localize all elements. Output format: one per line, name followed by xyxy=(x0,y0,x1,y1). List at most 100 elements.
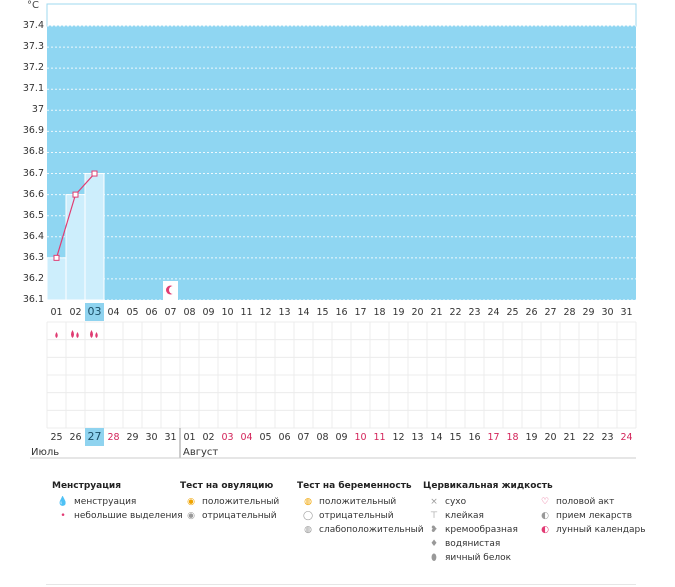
data-bar xyxy=(84,173,105,301)
legend-item: ◐ прием лекарств xyxy=(534,509,646,523)
menstruation-drop-icon xyxy=(90,330,93,338)
calendar-date-label[interactable]: 04 xyxy=(240,432,253,443)
cycle-day-label[interactable]: 24 xyxy=(487,307,500,318)
legend-ovulation-title: Тест на овуляцию xyxy=(180,481,274,491)
weak-positive-pregnancy-icon: ◍ xyxy=(304,525,312,535)
cycle-day-label[interactable]: 26 xyxy=(525,307,538,318)
calendar-date-label[interactable]: 12 xyxy=(392,432,405,443)
y-tick-label: 36.4 xyxy=(22,230,44,242)
cycle-day-label[interactable]: 20 xyxy=(411,307,424,318)
positive-pregnancy-icon: ◍ xyxy=(304,497,312,507)
cycle-day-label[interactable]: 29 xyxy=(582,307,595,318)
calendar-date-label[interactable]: 22 xyxy=(582,432,595,443)
cycle-day-label[interactable]: 21 xyxy=(430,307,443,318)
menstruation-drop-icon xyxy=(95,332,98,338)
cycle-day-label[interactable]: 13 xyxy=(278,307,291,318)
cycle-day-label[interactable]: 08 xyxy=(183,307,196,318)
calendar-date-label[interactable]: 06 xyxy=(278,432,291,443)
legend-item: ❥ кремообразная xyxy=(423,523,553,537)
calendar-date-label[interactable]: 10 xyxy=(354,432,367,443)
calendar-date-label[interactable]: 27 xyxy=(85,428,104,446)
legend-item: ◯ отрицательный xyxy=(297,509,424,523)
calendar-date-label[interactable]: 21 xyxy=(563,432,576,443)
temperature-point xyxy=(72,191,79,198)
calendar-date-label[interactable]: 18 xyxy=(506,432,519,443)
cycle-day-label[interactable]: 01 xyxy=(50,307,63,318)
cycle-day-label[interactable]: 27 xyxy=(544,307,557,318)
cycle-day-label[interactable]: 12 xyxy=(259,307,272,318)
cycle-day-label[interactable]: 03 xyxy=(85,303,104,321)
egg-white-icon: ⬮ xyxy=(431,553,437,563)
calendar-date-label[interactable]: 19 xyxy=(525,432,538,443)
calendar-date-label[interactable]: 15 xyxy=(449,432,462,443)
legend-cervical: Цервикальная жидкость × сухо ⊤ клейкая ❥ кр… xyxy=(423,481,553,565)
cycle-day-label[interactable]: 04 xyxy=(107,307,120,318)
cycle-day-label[interactable]: 19 xyxy=(392,307,405,318)
dry-cross-icon: × xyxy=(430,497,438,507)
calendar-date-label[interactable]: 28 xyxy=(107,432,120,443)
legend-item: ⊤ клейкая xyxy=(423,509,553,523)
calendar-date-label[interactable]: 26 xyxy=(69,432,82,443)
negative-test-icon: ◉ xyxy=(187,511,195,521)
cycle-day-label[interactable]: 31 xyxy=(620,307,633,318)
creamy-icon: ❥ xyxy=(430,525,438,535)
cycle-day-label[interactable]: 15 xyxy=(316,307,329,318)
y-tick-label: 37.4 xyxy=(22,20,44,31)
calendar-date-label[interactable]: 17 xyxy=(487,432,500,443)
calendar-date-label[interactable]: 08 xyxy=(316,432,329,443)
y-tick-label: 36.1 xyxy=(22,294,44,305)
y-tick-label: 37.1 xyxy=(22,83,44,95)
sticky-icon: ⊤ xyxy=(430,511,438,521)
pill-icon: ◐ xyxy=(541,511,549,521)
drop-pair-icon: 💧 xyxy=(57,497,69,507)
temperature-point xyxy=(91,170,98,177)
legend-item: ◐ лунный календарь xyxy=(534,523,645,537)
calendar-date-label[interactable]: 01 xyxy=(183,432,196,443)
cycle-day-label[interactable]: 25 xyxy=(506,307,519,318)
cycle-day-label[interactable]: 17 xyxy=(354,307,367,318)
calendar-date-label[interactable]: 24 xyxy=(620,432,633,443)
cycle-day-label[interactable]: 22 xyxy=(449,307,462,318)
calendar-date-label[interactable]: 05 xyxy=(259,432,272,443)
cycle-day-label[interactable]: 09 xyxy=(202,307,215,318)
calendar-date-label[interactable]: 20 xyxy=(544,432,557,443)
cycle-day-label[interactable]: 28 xyxy=(563,307,576,318)
legend-ovulation: Тест на овуляцию ◉ положительный ◉ отрицат… xyxy=(180,481,279,523)
legend-item: ◉ отрицательный xyxy=(180,509,279,523)
calendar-date-label[interactable]: 07 xyxy=(297,432,310,443)
watery-drop-icon: ♦ xyxy=(429,539,439,549)
cycle-day-label[interactable]: 16 xyxy=(335,307,348,318)
calendar-date-label[interactable]: 25 xyxy=(50,432,63,443)
temperature-chart xyxy=(30,3,637,459)
legend-cervical-title: Цервикальная жидкость xyxy=(423,481,553,491)
calendar-date-label[interactable]: 13 xyxy=(411,432,424,443)
cycle-day-label[interactable]: 10 xyxy=(221,307,234,318)
cycle-day-label[interactable]: 02 xyxy=(69,307,82,318)
cycle-day-label[interactable]: 06 xyxy=(145,307,158,318)
calendar-date-label[interactable]: 14 xyxy=(430,432,443,443)
calendar-date-label[interactable]: 30 xyxy=(145,432,158,443)
cycle-day-label[interactable]: 11 xyxy=(240,307,253,318)
calendar-date-label[interactable]: 16 xyxy=(468,432,481,443)
calendar-date-label[interactable]: 11 xyxy=(373,432,386,443)
y-tick-label: 36.9 xyxy=(22,125,44,137)
cycle-day-label[interactable]: 30 xyxy=(601,307,614,318)
moon-icon: ◐ xyxy=(541,525,549,535)
bottom-divider xyxy=(46,584,636,585)
cycle-day-label[interactable]: 18 xyxy=(373,307,386,318)
cycle-day-label[interactable]: 07 xyxy=(164,307,177,318)
y-tick-label: 37.3 xyxy=(22,41,44,53)
cycle-day-label[interactable]: 14 xyxy=(297,307,310,318)
calendar-date-label[interactable]: 29 xyxy=(126,432,139,443)
data-bar xyxy=(65,194,86,301)
cycle-day-label[interactable]: 05 xyxy=(126,307,139,318)
calendar-date-label[interactable]: 02 xyxy=(202,432,215,443)
y-tick-label: 37 xyxy=(31,104,44,116)
calendar-date-label[interactable]: 09 xyxy=(335,432,348,443)
calendar-date-label[interactable]: 23 xyxy=(601,432,614,443)
calendar-date-label[interactable]: 31 xyxy=(164,432,177,443)
calendar-date-label[interactable]: 03 xyxy=(221,432,234,443)
legend-item: ♦ водянистая xyxy=(423,537,553,551)
y-tick-label: 37.2 xyxy=(22,62,44,74)
cycle-day-label[interactable]: 23 xyxy=(468,307,481,318)
